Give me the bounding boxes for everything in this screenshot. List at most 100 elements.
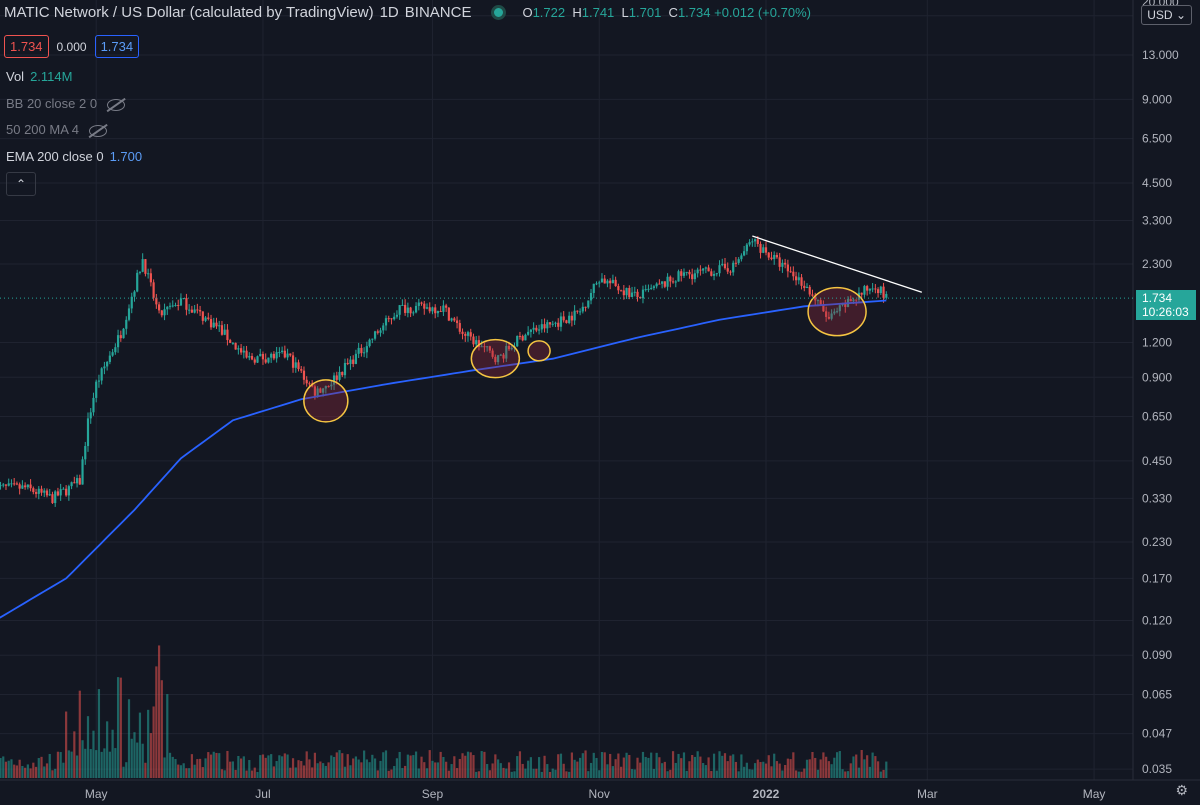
volume-bar	[723, 753, 727, 778]
symbol-title[interactable]: MATIC Network / US Dollar (calculated by…	[4, 4, 374, 21]
candle-body	[363, 352, 366, 354]
candle-body	[0, 485, 2, 487]
currency-select[interactable]: USD ⌄	[1141, 5, 1192, 25]
volume-bar	[289, 767, 292, 778]
volume-bar	[188, 768, 191, 778]
candle-body	[584, 306, 587, 308]
candle-body	[13, 483, 16, 485]
candle-body	[565, 320, 568, 324]
candle-body	[313, 386, 317, 396]
volume-bar	[166, 694, 169, 778]
sell-button[interactable]: 1.734	[4, 35, 49, 58]
volume-bar	[29, 768, 32, 778]
volume-bar	[589, 762, 593, 778]
candle-body	[458, 323, 461, 332]
volume-bar	[185, 768, 188, 778]
interval-label[interactable]: 1D	[379, 4, 399, 21]
candle-body	[554, 322, 557, 324]
volume-bar	[849, 763, 852, 778]
volume-bar	[458, 758, 461, 778]
volume-bar	[778, 763, 781, 778]
volume-bar	[395, 758, 399, 778]
candle-body	[111, 352, 114, 356]
volume-bar	[603, 752, 606, 778]
candle-body	[655, 283, 658, 287]
candle-body	[732, 262, 735, 273]
candle-body	[472, 336, 475, 345]
indicator-bb[interactable]: BB 20 close 2 0	[6, 96, 126, 111]
candle-body	[691, 274, 694, 280]
gear-icon[interactable]: ⚙	[1175, 782, 1188, 798]
y-tick-label: 3.300	[1142, 213, 1172, 227]
ohlc-values: O1.722 H1.741 L1.701 C1.734 +0.012 (+0.7…	[522, 5, 811, 20]
candle-body	[598, 282, 601, 284]
volume-bar	[428, 750, 431, 778]
candle-body	[710, 271, 713, 276]
volume-bar	[311, 767, 314, 778]
indicator-ema[interactable]: EMA 200 close 0 1.700	[6, 149, 143, 164]
candle-body	[286, 353, 289, 358]
volume-bar	[390, 769, 393, 778]
candle-body	[644, 289, 647, 291]
hidden-eye-icon[interactable]	[89, 124, 107, 137]
volume-bar	[846, 771, 850, 778]
candle-body	[475, 340, 478, 345]
candle-body	[302, 370, 306, 380]
candle-body	[106, 361, 109, 367]
hidden-eye-icon[interactable]	[107, 98, 126, 111]
volume-bar	[486, 764, 489, 778]
volume-bar	[125, 762, 128, 778]
candle-body	[518, 335, 522, 337]
volume-bar	[800, 771, 803, 778]
candle-body	[814, 295, 817, 301]
candle-body	[324, 386, 327, 389]
volume-bar	[201, 767, 204, 778]
candle-body	[45, 490, 49, 496]
volume-bar	[81, 740, 84, 778]
y-tick-label: 9.000	[1142, 92, 1172, 106]
candle-body	[259, 353, 262, 357]
volume-bar	[48, 753, 51, 778]
candle-body	[431, 307, 434, 312]
volume-bar	[174, 759, 177, 778]
volume-bar	[609, 753, 612, 778]
volume-bar	[106, 721, 109, 778]
indicator-ma[interactable]: 50 200 MA 4	[6, 122, 107, 137]
volume-bar	[600, 752, 604, 778]
chevron-up-icon[interactable]: ⌃	[6, 172, 36, 196]
indicator-volume[interactable]: Vol 2.114M	[6, 69, 73, 84]
candle-body	[740, 255, 743, 260]
last-price-tag: 1.734 10:26:03	[1136, 290, 1196, 321]
volume-bar	[499, 763, 502, 778]
candle-body	[215, 322, 218, 327]
candle-body	[256, 356, 259, 363]
volume-bar	[95, 750, 98, 778]
candle-body	[48, 494, 51, 496]
volume-bar	[78, 690, 81, 778]
candle-body	[220, 325, 224, 335]
volume-bar	[56, 751, 60, 778]
candle-body	[704, 267, 707, 269]
y-tick-label: 0.120	[1142, 613, 1172, 627]
candle-body	[155, 297, 158, 305]
volume-bar	[209, 754, 213, 778]
candle-body	[212, 322, 215, 328]
volume-bar	[885, 761, 888, 778]
candle-body	[335, 375, 338, 380]
candle-body	[406, 307, 409, 313]
candle-body	[218, 325, 221, 327]
candle-body	[811, 294, 814, 296]
candle-body	[745, 244, 748, 252]
volume-bar	[2, 756, 5, 778]
candle-body	[4, 484, 8, 486]
volume-bar	[866, 755, 869, 778]
candle-body	[562, 316, 565, 321]
volume-bar	[464, 755, 467, 778]
volume-bar	[253, 767, 256, 778]
volume-bar	[300, 761, 303, 778]
candle-body	[341, 371, 344, 376]
candle-body	[73, 482, 76, 484]
candle-body	[592, 283, 595, 293]
buy-button[interactable]: 1.734	[94, 35, 140, 58]
